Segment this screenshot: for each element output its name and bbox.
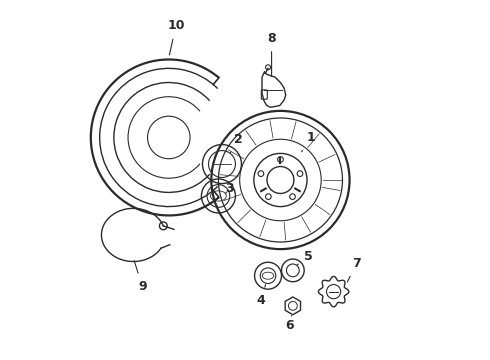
Text: 6: 6: [285, 316, 294, 332]
Text: 2: 2: [230, 133, 242, 153]
Text: 4: 4: [257, 284, 266, 307]
Text: 1: 1: [302, 131, 315, 152]
Text: 7: 7: [347, 257, 361, 282]
Text: 8: 8: [267, 32, 276, 76]
Text: 9: 9: [134, 261, 147, 293]
Text: 10: 10: [167, 19, 185, 55]
Text: 3: 3: [225, 183, 233, 195]
Text: 5: 5: [297, 250, 313, 265]
